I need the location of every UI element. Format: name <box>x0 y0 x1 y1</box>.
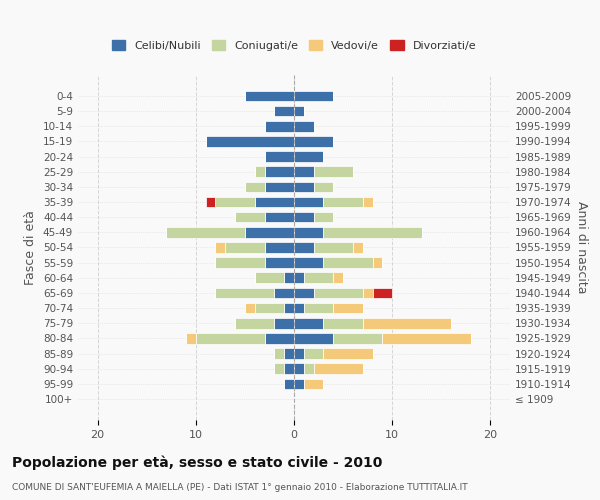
Bar <box>215 258 265 268</box>
Bar <box>353 242 363 253</box>
Bar <box>363 196 373 207</box>
Bar <box>255 196 294 207</box>
Y-axis label: Fasce di età: Fasce di età <box>25 210 37 285</box>
Bar <box>274 318 294 328</box>
Bar <box>206 136 294 146</box>
Bar <box>294 333 333 344</box>
Bar <box>245 182 265 192</box>
Bar <box>314 182 333 192</box>
Bar <box>304 303 333 314</box>
Bar <box>206 196 215 207</box>
Bar <box>245 90 294 102</box>
Bar <box>294 288 314 298</box>
Bar <box>235 212 265 222</box>
Text: Popolazione per età, sesso e stato civile - 2010: Popolazione per età, sesso e stato civil… <box>12 455 382 469</box>
Bar <box>255 303 284 314</box>
Bar <box>235 318 274 328</box>
Bar <box>314 166 353 177</box>
Bar <box>215 288 274 298</box>
Bar <box>294 258 323 268</box>
Bar <box>294 152 323 162</box>
Bar <box>265 182 294 192</box>
Bar <box>294 90 333 102</box>
Bar <box>294 378 304 389</box>
Bar <box>323 227 422 237</box>
Y-axis label: Anni di nascita: Anni di nascita <box>575 201 588 294</box>
Bar <box>382 333 471 344</box>
Bar <box>294 121 314 132</box>
Bar <box>294 272 304 283</box>
Bar <box>265 258 294 268</box>
Bar <box>255 272 284 283</box>
Bar <box>196 333 265 344</box>
Bar <box>373 258 382 268</box>
Bar <box>323 348 373 359</box>
Bar <box>294 303 304 314</box>
Bar <box>186 333 196 344</box>
Bar <box>245 227 294 237</box>
Bar <box>294 136 333 146</box>
Bar <box>265 152 294 162</box>
Bar <box>215 196 255 207</box>
Bar <box>255 166 265 177</box>
Bar <box>304 364 314 374</box>
Bar <box>294 212 314 222</box>
Bar <box>265 166 294 177</box>
Bar <box>274 348 284 359</box>
Bar <box>333 333 382 344</box>
Text: COMUNE DI SANT'EUFEMIA A MAIELLA (PE) - Dati ISTAT 1° gennaio 2010 - Elaborazion: COMUNE DI SANT'EUFEMIA A MAIELLA (PE) - … <box>12 482 467 492</box>
Bar <box>294 227 323 237</box>
Bar <box>314 212 333 222</box>
Bar <box>245 303 255 314</box>
Bar <box>294 242 314 253</box>
Bar <box>284 348 294 359</box>
Bar <box>284 303 294 314</box>
Legend: Celibi/Nubili, Coniugati/e, Vedovi/e, Divorziati/e: Celibi/Nubili, Coniugati/e, Vedovi/e, Di… <box>107 36 481 56</box>
Bar <box>294 182 314 192</box>
Bar <box>323 318 363 328</box>
Bar <box>323 258 373 268</box>
Bar <box>333 303 363 314</box>
Bar <box>333 272 343 283</box>
Bar <box>274 364 284 374</box>
Bar <box>294 318 323 328</box>
Bar <box>284 364 294 374</box>
Bar <box>314 288 363 298</box>
Bar <box>225 242 265 253</box>
Bar <box>274 288 294 298</box>
Bar <box>304 378 323 389</box>
Bar <box>215 242 225 253</box>
Bar <box>294 196 323 207</box>
Bar <box>304 272 333 283</box>
Bar <box>284 272 294 283</box>
Bar <box>294 106 304 117</box>
Bar <box>294 348 304 359</box>
Bar <box>294 166 314 177</box>
Bar <box>363 288 373 298</box>
Bar <box>166 227 245 237</box>
Bar <box>304 348 323 359</box>
Bar <box>265 212 294 222</box>
Bar <box>265 121 294 132</box>
Bar <box>265 242 294 253</box>
Bar <box>314 242 353 253</box>
Bar <box>314 364 363 374</box>
Bar <box>274 106 294 117</box>
Bar <box>284 378 294 389</box>
Bar <box>265 333 294 344</box>
Bar <box>323 196 363 207</box>
Bar <box>294 364 304 374</box>
Bar <box>373 288 392 298</box>
Bar <box>363 318 451 328</box>
